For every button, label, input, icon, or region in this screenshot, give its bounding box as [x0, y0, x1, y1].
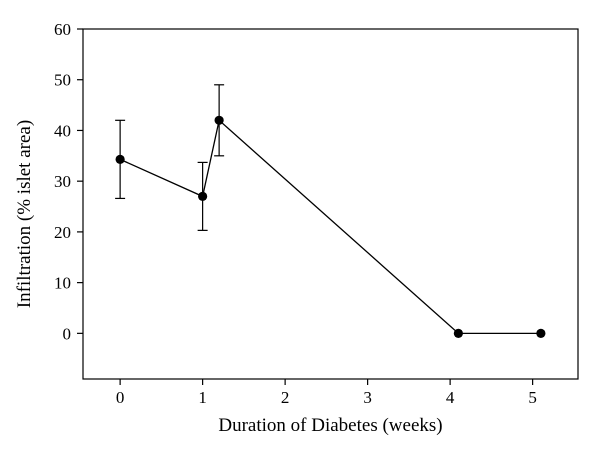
y-tick-label: 20 — [54, 223, 71, 242]
y-tick-label: 40 — [54, 121, 71, 140]
data-points — [115, 115, 546, 338]
data-point — [198, 191, 208, 201]
axis-ticks: 0 10 20 30 40 50 60 0 1 2 3 4 5 — [54, 20, 537, 407]
x-tick-label: 5 — [528, 388, 537, 407]
y-tick-label: 10 — [54, 274, 71, 293]
x-tick-label: 2 — [281, 388, 290, 407]
series-lines — [119, 119, 541, 334]
data-point — [115, 154, 125, 164]
series-line — [119, 119, 541, 334]
plot-frame — [82, 28, 579, 380]
data-point — [453, 328, 463, 338]
plot-border — [82, 28, 579, 380]
y-tick-label: 50 — [54, 71, 71, 90]
data-point — [214, 115, 224, 125]
x-tick-label: 3 — [363, 388, 372, 407]
x-tick-label: 1 — [198, 388, 207, 407]
error-bars — [115, 84, 225, 231]
x-axis-label: Duration of Diabetes (weeks) — [218, 415, 442, 436]
data-point — [536, 328, 546, 338]
y-tick-label: 60 — [54, 20, 71, 39]
y-tick-label: 30 — [54, 172, 71, 191]
x-tick-label: 4 — [446, 388, 455, 407]
x-tick-label: 0 — [116, 388, 125, 407]
y-axis-label: Infiltration (% islet area) — [14, 120, 35, 308]
y-tick-label: 0 — [63, 324, 72, 343]
